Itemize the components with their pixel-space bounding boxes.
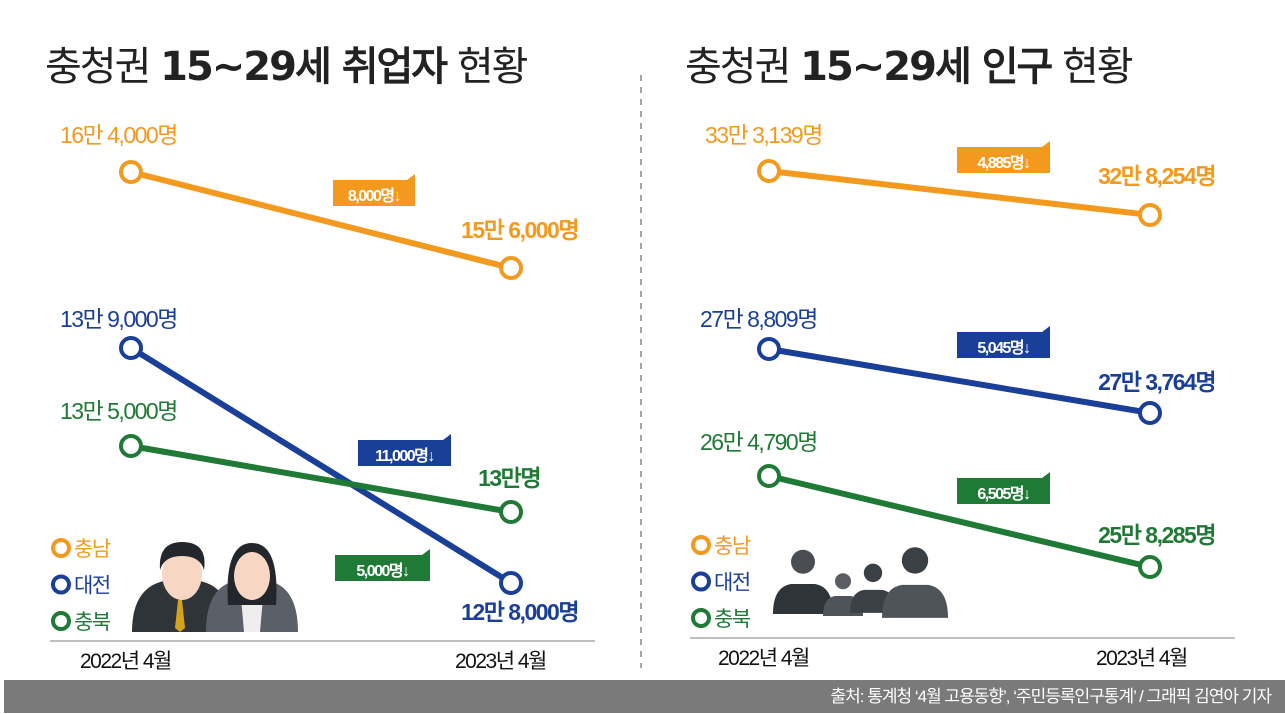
change-label-chungbuk: 6,505명↓ <box>977 485 1030 503</box>
person-head <box>863 563 883 583</box>
point-daejeon <box>1138 400 1162 425</box>
value-label-chungnam-2022: 33만 3,139명 <box>705 122 822 148</box>
line-chungnam <box>130 169 512 271</box>
source-footer: 출처: 통계청 ‘4월 고용동향’, ‘주민등록인구통계’ / 그래픽 김연아 … <box>4 680 1285 713</box>
line-daejeon <box>129 345 513 586</box>
line-chungbuk <box>130 443 512 515</box>
woman-face-icon <box>234 552 270 600</box>
value-label-chungbuk-2023: 25만 8,285명 <box>1098 522 1215 548</box>
change-badge-chungbuk <box>335 549 430 581</box>
legend-marker-chungnam <box>691 535 711 555</box>
legend-marker-chungbuk <box>691 608 711 628</box>
point-chungbuk <box>1138 555 1162 580</box>
point-daejeon <box>757 337 781 361</box>
value-label-daejeon-2022: 13만 9,000명 <box>60 306 177 332</box>
point-chungnam <box>499 256 523 280</box>
x-tick-label: 2022년 4월 <box>718 647 809 670</box>
person-head <box>835 573 851 590</box>
legend-marker-daejeon <box>51 574 71 595</box>
point-chungnam <box>1138 202 1162 227</box>
change-label-daejeon: 5,045명↓ <box>977 339 1030 357</box>
legend-label-daejeon: 대전 <box>714 572 750 595</box>
value-label-chungnam-2022: 16만 4,000명 <box>60 122 177 148</box>
person-head <box>791 549 815 574</box>
line-chungnam <box>768 168 1151 218</box>
man-tie-icon <box>175 600 185 632</box>
change-badge-chungbuk <box>957 472 1050 504</box>
person-body <box>773 584 833 614</box>
legend-marker-chungnam <box>51 538 71 558</box>
point-chungbuk <box>499 500 523 524</box>
point-chungbuk <box>757 464 781 488</box>
family-mother-icon <box>773 549 833 614</box>
point-chungnam <box>119 160 143 184</box>
x-tick-label: 2023년 4월 <box>455 650 546 673</box>
change-badge-daejeon <box>957 326 1050 358</box>
value-label-daejeon-2023: 12만 8,000명 <box>461 599 578 625</box>
person-body <box>882 584 948 618</box>
value-label-chungnam-2023: 32만 8,254명 <box>1098 163 1215 189</box>
line-daejeon <box>768 346 1151 416</box>
point-chungbuk <box>119 434 143 458</box>
legend-label-chungnam: 충남 <box>74 538 111 561</box>
value-label-daejeon-2022: 27만 8,809명 <box>700 306 817 332</box>
change-badge-chungnam <box>333 174 415 206</box>
value-label-chungbuk-2022: 26만 4,790명 <box>700 429 817 455</box>
value-label-chungbuk-2022: 13만 5,000명 <box>60 398 177 424</box>
legend-marker-daejeon <box>691 571 711 592</box>
legend-marker-chungbuk <box>51 611 71 631</box>
point-daejeon <box>119 336 143 360</box>
x-tick-label: 2023년 4월 <box>1096 647 1187 670</box>
legend-label-chungbuk: 충북 <box>714 608 751 631</box>
legend-label-daejeon: 대전 <box>74 575 110 598</box>
man-face-icon <box>162 548 202 600</box>
value-label-chungbuk-2023: 13만명 <box>478 465 540 491</box>
right-chart-title: 충청권 15~29세 인구 현황 <box>685 44 1134 90</box>
value-label-daejeon-2023: 27만 3,764명 <box>1098 369 1215 395</box>
family-father-icon <box>882 547 948 618</box>
person-head <box>901 547 929 574</box>
left-chart-title: 충청권 15~29세 취업자 현황 <box>45 44 528 90</box>
change-label-daejeon: 11,000명↓ <box>375 447 434 465</box>
value-label-chungnam-2023: 15만 6,000명 <box>461 217 578 243</box>
x-tick-label: 2022년 4월 <box>80 650 171 673</box>
line-chungbuk <box>768 473 1151 570</box>
point-daejeon <box>499 570 523 595</box>
point-chungnam <box>757 159 781 183</box>
change-label-chungnam: 8,000명↓ <box>348 187 401 205</box>
man-hair-icon <box>159 542 205 570</box>
legend-label-chungbuk: 충북 <box>74 611 111 634</box>
change-label-chungnam: 4,885명↓ <box>977 154 1030 172</box>
change-badge-chungnam <box>957 141 1050 173</box>
change-label-chungbuk: 5,000명↓ <box>356 562 409 580</box>
legend-label-chungnam: 충남 <box>714 535 751 558</box>
change-badge-daejeon <box>358 434 451 466</box>
